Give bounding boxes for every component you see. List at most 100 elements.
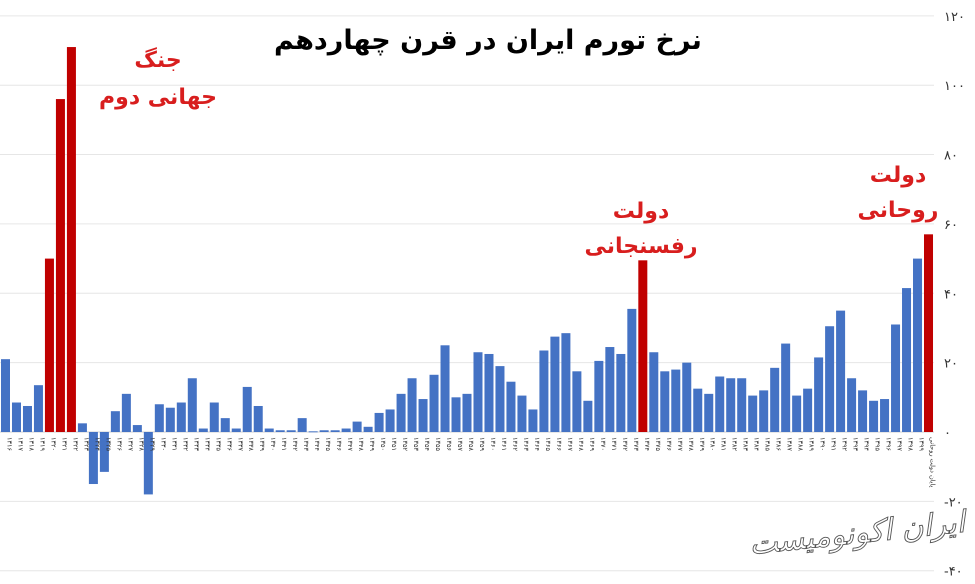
x-tick-label: ۱۳۴۵ bbox=[324, 437, 332, 451]
bar bbox=[572, 371, 582, 432]
x-tick-label: ۱۳۶۹ bbox=[588, 437, 596, 451]
bar bbox=[385, 409, 395, 432]
watermark-logo: ایران اکونومیست bbox=[748, 504, 971, 562]
x-tick-label: ۱۳۷۳ bbox=[632, 437, 640, 451]
x-tick-label: ۱۳۷۲ bbox=[621, 437, 629, 451]
bar bbox=[770, 367, 780, 432]
bar bbox=[616, 353, 626, 432]
x-tick-label: ۱۳۸۲ bbox=[731, 437, 739, 451]
bar bbox=[429, 374, 439, 432]
x-tick-label: ۱۳۳۶ bbox=[225, 437, 233, 451]
x-tick-label: ۱۳۲۲ bbox=[71, 437, 79, 451]
x-tick-label: ۱۳۵۲ bbox=[401, 437, 409, 451]
bar bbox=[737, 378, 747, 432]
x-tick-label: ۱۳۷۷ bbox=[676, 437, 684, 451]
annotation-ww2-line1: جنگ bbox=[134, 46, 181, 73]
x-tick-label: ۱۳۸۷ bbox=[786, 437, 794, 451]
bar bbox=[275, 430, 285, 432]
bar bbox=[836, 310, 846, 432]
bar bbox=[880, 399, 890, 432]
bar bbox=[132, 425, 142, 432]
x-tick-label: ۱۳۶۳ bbox=[522, 437, 530, 451]
x-tick-label: ۱۳۲۹ bbox=[148, 437, 156, 451]
x-tick-label: ۱۳۷۱ bbox=[610, 437, 618, 451]
x-tick-label: ۱۳۱۶ bbox=[5, 437, 13, 451]
x-tick-labels: ۱۳۱۶ ۱۳۱۷ ۱۳۱۸ ۱۳۱۹ ۱۳۲۰ ۱۳۲۱ ۱۳۲۲ ۱۳۲۳ ۱۳۲۴ ۱۳۲۵… bbox=[5, 437, 936, 488]
x-tick-label: ۱۳۵۷ bbox=[456, 437, 464, 451]
x-tick-label: ۱۳۵۹ bbox=[478, 437, 486, 451]
bar bbox=[682, 362, 692, 432]
x-tick-label: ۱۳۲۵ bbox=[104, 437, 112, 451]
x-tick-label: ۱۳۴۰ bbox=[269, 437, 277, 451]
x-tick-label: ۱۳۲۶ bbox=[115, 437, 123, 451]
bar bbox=[253, 405, 263, 432]
bar bbox=[451, 397, 461, 432]
x-tick-label: ۱۳۴۹ bbox=[368, 437, 376, 451]
bar bbox=[627, 308, 637, 432]
x-tick-label: ۱۳۸۳ bbox=[742, 437, 750, 451]
bar bbox=[671, 369, 681, 432]
y-tick-label: ۴۰ bbox=[944, 287, 958, 302]
chart-title: نرخ تورم ایران در قرن چهاردهم bbox=[274, 25, 702, 56]
x-tick-label: ۱۳۹۸ bbox=[907, 437, 915, 451]
bar bbox=[319, 430, 329, 432]
x-tick-label: ۱۳۶۸ bbox=[577, 437, 585, 451]
bar bbox=[869, 400, 879, 432]
x-tick-label: ۱۳۸۵ bbox=[764, 437, 772, 451]
y-tick-label: -۴۰ bbox=[944, 565, 963, 580]
x-tick-label: ۱۳۶۶ bbox=[555, 437, 563, 451]
x-tick-label: ۱۳۶۱ bbox=[500, 437, 508, 451]
bar bbox=[374, 412, 384, 432]
bar bbox=[198, 428, 208, 432]
bar bbox=[902, 288, 912, 432]
annotation-rouhani: دولت روحانی bbox=[858, 163, 939, 223]
annotation-rouhani-line2: روحانی bbox=[858, 198, 939, 223]
x-tick-label: ۱۳۹۲ bbox=[841, 437, 849, 451]
bar bbox=[792, 395, 802, 432]
bar bbox=[583, 400, 593, 432]
bar bbox=[396, 393, 406, 432]
bars bbox=[0, 47, 934, 495]
bar bbox=[341, 428, 351, 432]
x-tick-label: ۱۳۵۰ bbox=[379, 437, 387, 451]
bar bbox=[11, 402, 21, 432]
bar bbox=[847, 378, 857, 432]
annotation-rafsanjani-line1: دولت bbox=[613, 199, 670, 224]
x-tick-label: ۱۳۹۰ bbox=[819, 437, 827, 451]
bar bbox=[209, 402, 219, 432]
x-tick-label: ۱۳۷۹ bbox=[698, 437, 706, 451]
x-tick-label: ۱۳۱۹ bbox=[38, 437, 46, 451]
bar bbox=[66, 47, 76, 433]
bar bbox=[517, 395, 527, 432]
x-tick-label: ۱۳۸۱ bbox=[720, 437, 728, 451]
x-tick-label: ۱۳۳۹ bbox=[258, 437, 266, 451]
bar bbox=[660, 371, 670, 432]
bar bbox=[781, 343, 791, 432]
x-tick-label: ۱۳۵۳ bbox=[412, 437, 420, 451]
y-tick-label: ۲۰ bbox=[944, 357, 958, 372]
bar bbox=[715, 376, 725, 432]
y-tick-label: ۶۰ bbox=[944, 218, 958, 233]
annotation-ww2: جنگ جهانی دوم bbox=[99, 46, 217, 110]
x-tick-label: ۱۳۳۱ bbox=[170, 437, 178, 451]
annotation-rafsanjani: دولت رفسنجانی bbox=[584, 199, 697, 259]
x-tick-label: ۱۳۴۲ bbox=[291, 437, 299, 451]
x-tick-label: ۱۳۳۷ bbox=[236, 437, 244, 451]
x-tick-label: ۱۳۲۱ bbox=[60, 437, 68, 451]
bar bbox=[561, 333, 571, 432]
bar bbox=[77, 423, 87, 432]
x-tick-label: ۱۳۸۰ bbox=[709, 437, 717, 451]
x-tick-label: ۱۳۹۷ bbox=[896, 437, 904, 451]
x-tick-label: ۱۳۶۴ bbox=[533, 437, 541, 451]
x-tick-label: ۱۳۸۹ bbox=[808, 437, 816, 451]
x-tick-label: ۱۳۷۸ bbox=[687, 437, 695, 451]
bar bbox=[33, 385, 43, 432]
x-tick-label: ۱۳۷۶ bbox=[665, 437, 673, 451]
x-tick-label: ۱۳۹۳ bbox=[852, 437, 860, 451]
x-tick-label: ۱۳۸۴ bbox=[753, 437, 761, 451]
x-tick-label: ۱۳۹۵ bbox=[874, 437, 882, 451]
x-tick-label: ۱۳۸۶ bbox=[775, 437, 783, 451]
x-tick-label: ۱۳۶۲ bbox=[511, 437, 519, 451]
